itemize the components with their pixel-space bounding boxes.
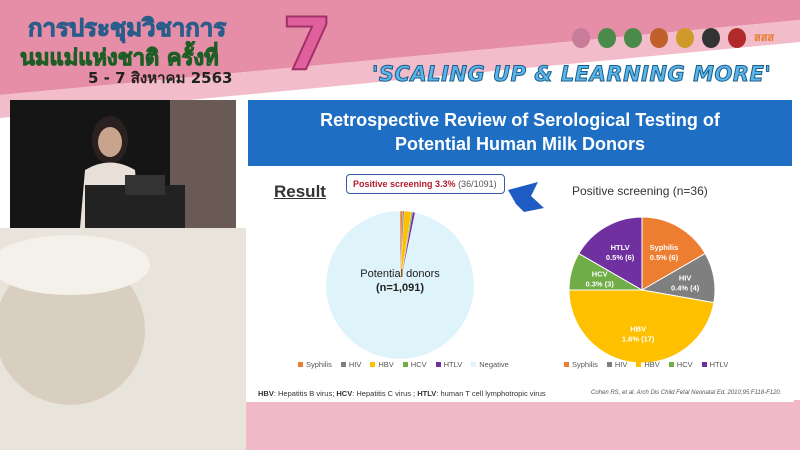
pie-slice-htlv	[578, 216, 643, 291]
logo-icon	[676, 28, 694, 48]
callout-count: (36/1091)	[458, 179, 497, 189]
right-pie-title: Positive screening (n=36)	[572, 184, 708, 198]
slide-title: Retrospective Review of Serological Test…	[248, 100, 792, 166]
legend-swatch	[298, 362, 303, 367]
legend-swatch	[564, 362, 569, 367]
footnote-text: : human T cell lymphotropic virus	[436, 389, 546, 398]
conference-number: 7	[281, 1, 333, 87]
speaker-video	[10, 100, 236, 228]
legend-item: Negative	[471, 360, 509, 369]
slice-category-label: HBV	[630, 325, 646, 334]
left-pie-chart	[325, 210, 475, 360]
slide-title-line2: Potential Human Milk Donors	[394, 134, 646, 154]
legend-swatch	[701, 362, 707, 367]
slice-value-label: 0.3% (3)	[586, 280, 615, 289]
footnote-abbr: HBV	[258, 389, 274, 398]
footnote-text: : Hepatitis C virus ;	[352, 389, 418, 398]
legend-item: HTLV	[435, 360, 462, 369]
legend-item: HCV	[668, 360, 693, 369]
legend-item: HBV	[636, 360, 660, 369]
footnote-abbr: HTLV	[417, 389, 437, 398]
logo-icon	[624, 28, 642, 48]
positive-screening-callout: Positive screening 3.3% (36/1091)	[346, 174, 505, 194]
conference-title-line1: การประชุมวิชาการ	[27, 14, 227, 43]
legend-item: HIV	[340, 360, 361, 369]
logo-icon	[702, 28, 720, 48]
left-pie-label: Potential donors (n=1,091)	[332, 267, 468, 295]
legend-swatch	[435, 362, 441, 367]
left-pie-label-line1: Potential donors	[360, 268, 440, 280]
legend-item: HBV	[370, 360, 394, 369]
slice-value-label: 1.6% (17)	[622, 335, 655, 344]
legend-item: HIV	[606, 360, 627, 369]
logo-icon	[572, 28, 590, 48]
section-heading: Result	[274, 182, 326, 201]
logo-icon	[728, 28, 746, 48]
footnote-text: : Hepatitis B virus;	[273, 389, 337, 398]
arrow-icon	[508, 182, 544, 212]
sponsor-logos: สสส	[572, 28, 774, 48]
slice-value-label: 0.5% (6)	[650, 253, 679, 262]
logo-icon	[598, 28, 616, 48]
sss-logo: สสส	[754, 32, 775, 44]
presentation-slide: Retrospective Review of Serological Test…	[246, 100, 794, 402]
left-pie-legend: Syphilis HIV HBV HCV HTLV Negative	[298, 360, 509, 369]
slice-value-label: 0.5% (6)	[606, 253, 635, 262]
logo-icon	[650, 28, 668, 48]
right-pie-legend: Syphilis HIV HBV HCV HTLV	[564, 360, 728, 369]
footnote-abbr: HCV	[336, 389, 353, 398]
conference-title-line2: นมแม่แห่งชาติ ครั้งที่	[20, 46, 220, 72]
conference-slogan: 'SCALING UP & LEARNING MORE'	[371, 62, 772, 87]
legend-item: Syphilis	[564, 360, 598, 369]
slice-category-label: HIV	[679, 273, 692, 282]
legend-swatch	[340, 362, 346, 367]
pie-slice-negative	[325, 210, 475, 360]
slice-value-label: 0.4% (4)	[671, 283, 700, 292]
slide-title-line1: Retrospective Review of Serological Test…	[320, 110, 720, 130]
footnote: HBV: Hepatitis B virus; HCV: Hepatitis C…	[258, 389, 546, 398]
legend-swatch	[370, 362, 376, 367]
slice-category-label: HTLV	[611, 243, 630, 252]
left-pie-label-line2: (n=1,091)	[376, 282, 424, 294]
legend-swatch	[606, 362, 612, 367]
callout-bold: Positive screening 3.3%	[353, 179, 456, 189]
legend-swatch	[471, 362, 477, 367]
slice-category-label: Syphilis	[650, 243, 679, 252]
legend-item: Syphilis	[298, 360, 332, 369]
legend-item: HCV	[402, 360, 427, 369]
slice-category-label: HCV	[592, 270, 608, 279]
conference-dates: 5 - 7 สิงหาคม 2563	[88, 69, 233, 87]
legend-swatch	[402, 362, 408, 367]
citation: Cohen RS, et al. Arch Dis Child Fetal Ne…	[591, 390, 782, 396]
speaker-image	[10, 100, 236, 228]
legend-swatch	[668, 362, 674, 367]
pie-slice-syphilis	[641, 216, 706, 291]
legend-item: HTLV	[701, 360, 728, 369]
legend-swatch	[636, 362, 642, 367]
pie-slice-hbv	[568, 289, 715, 364]
